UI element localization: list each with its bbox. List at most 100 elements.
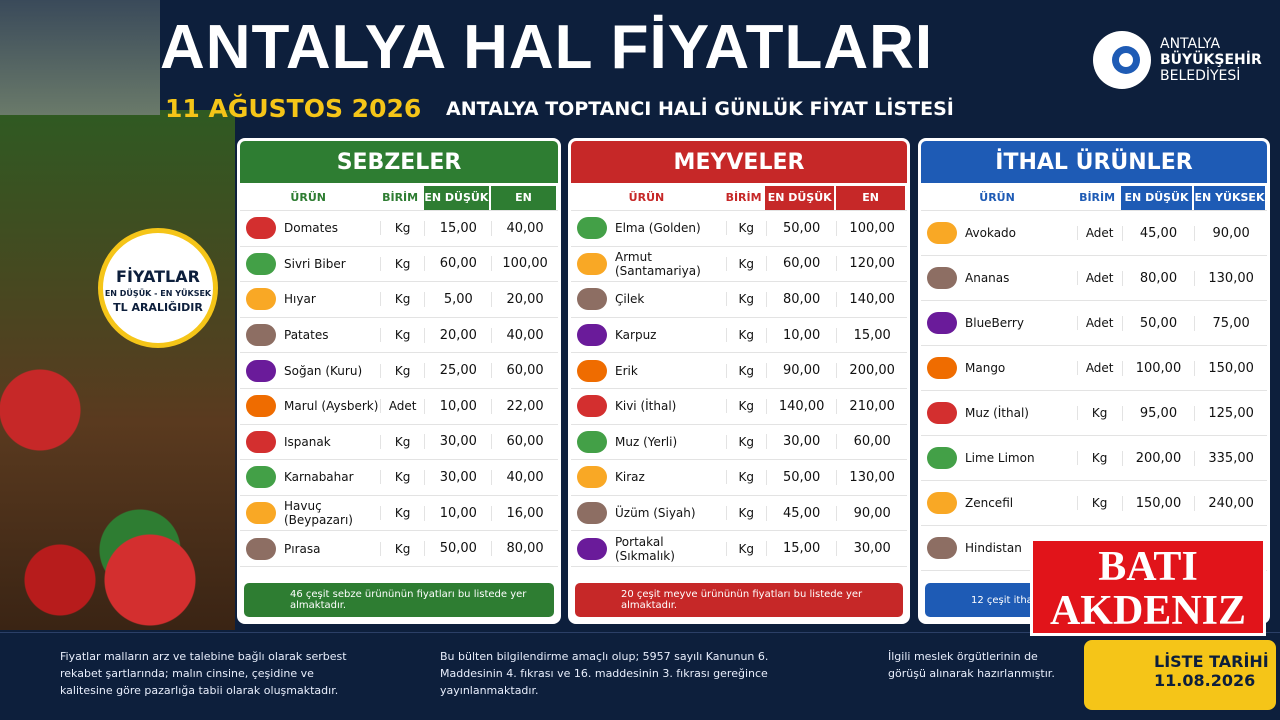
cell: 15,00 (765, 541, 837, 557)
cell: 150,00 (1121, 495, 1195, 511)
product-cell: Zencefil (921, 492, 1077, 514)
cell: 40,00 (491, 327, 558, 343)
product-cell: Karnabahar (240, 466, 380, 489)
badge: FİYATLAR EN DÜŞÜK - EN YÜKSEK TL ARALIĞI… (98, 228, 218, 348)
subtitle: ANTALYA TOPTANCI HALİ GÜNLÜK FİYAT LİSTE… (446, 98, 954, 120)
product-cell: Üzüm (Siyah) (571, 502, 726, 525)
cell: 60,00 (491, 434, 558, 450)
product-cell: Sivri Biber (240, 252, 380, 275)
cell: 90,00 (1194, 225, 1267, 241)
watermark-line: BATI (1098, 544, 1198, 590)
product-name: Karpuz (615, 328, 657, 343)
table-row: Zencefil Kg 150,00 240,00 (921, 481, 1267, 526)
product-cell: Erik (571, 359, 726, 382)
cell: Kg (725, 256, 766, 271)
cell: 90,00 (836, 505, 907, 521)
product-cell: Patates (240, 324, 380, 347)
product-name: Havuç (Beypazarı) (284, 499, 353, 528)
cell: 50,00 (765, 469, 837, 485)
product-cell: Muz (Yerli) (571, 430, 726, 453)
cell: 60,00 (765, 256, 837, 272)
product-name: Portakal (Sıkmalık) (615, 534, 675, 563)
date: 11 AĞUSTOS 2026 (165, 94, 422, 123)
table-row: Avokado Adet 45,00 90,00 (921, 211, 1267, 256)
table-row: Sivri Biber Kg 60,00 100,00 (240, 247, 558, 283)
bottom-bar (0, 632, 1280, 720)
cell: 60,00 (424, 256, 491, 272)
product-cell: Kiraz (571, 466, 726, 489)
product-cell: Mango (921, 357, 1077, 379)
column-label: EN DÜŞÜK (423, 185, 489, 210)
product-icon (927, 222, 957, 244)
cell: Kg (379, 328, 425, 343)
product-cell: Lime Limon (921, 447, 1077, 469)
logo-line: BÜYÜKŞEHİR (1160, 52, 1262, 68)
cell: Kg (379, 434, 425, 449)
column-label: EN DÜŞÜK (1121, 185, 1193, 210)
table-row: Ananas Adet 80,00 130,00 (921, 256, 1267, 301)
product-icon (577, 324, 607, 347)
product-cell: Hindistan (921, 537, 1077, 559)
product-cell: Havuç (Beypazarı) (240, 499, 380, 527)
product-name: Mango (965, 361, 1006, 375)
product-cell: Karpuz (571, 324, 726, 347)
table-row: Patates Kg 20,00 40,00 (240, 318, 558, 354)
cell: Kg (725, 328, 766, 343)
table-row: Karpuz Kg 10,00 15,00 (571, 318, 907, 354)
cell: 22,00 (491, 398, 558, 414)
cell: 90,00 (765, 363, 837, 379)
product-icon (577, 359, 607, 382)
badge-line: EN DÜŞÜK - EN YÜKSEK (104, 289, 212, 298)
product-name: Avokado (965, 226, 1016, 240)
product-icon (246, 430, 276, 453)
table-row: Muz (Yerli) Kg 30,00 60,00 (571, 425, 907, 461)
cell: Kg (725, 399, 766, 414)
column-label: BİRİM (725, 190, 762, 204)
cell: 10,00 (424, 398, 491, 414)
product-icon (246, 502, 276, 525)
product-icon (246, 395, 276, 418)
column-label: EN DÜŞÜK (765, 185, 835, 210)
table-row: Muz (İthal) Kg 95,00 125,00 (921, 391, 1267, 436)
list-date-label: LİSTE TARİHİ (1154, 652, 1269, 671)
cell: 100,00 (491, 256, 558, 272)
product-icon (246, 466, 276, 489)
product-name: Muz (Yerli) (615, 434, 678, 449)
cell: 140,00 (836, 291, 907, 307)
product-cell: Domates (240, 217, 380, 240)
cell: Kg (379, 221, 425, 236)
product-name: BlueBerry (965, 316, 1024, 330)
product-name: Elma (Golden) (615, 221, 701, 236)
table-row: Ispanak Kg 30,00 60,00 (240, 425, 558, 461)
product-icon (927, 402, 957, 424)
product-cell: Muz (İthal) (921, 402, 1077, 424)
table-row: Kiraz Kg 50,00 130,00 (571, 460, 907, 496)
product-name: Kiraz (615, 470, 645, 485)
note: Bu bülten bilgilendirme amaçlı olup; 595… (440, 650, 769, 697)
product-icon (577, 217, 607, 240)
product-cell: Avokado (921, 222, 1077, 244)
cell: 16,00 (491, 505, 558, 521)
cell: 50,00 (424, 541, 491, 557)
product-icon (246, 324, 276, 347)
product-name: Patates (284, 328, 329, 343)
product-icon (246, 217, 276, 240)
column-header: ÜRÜN BİRİM EN DÜŞÜK EN YÜKSEK (921, 185, 1267, 211)
product-icon (246, 359, 276, 382)
cell: 45,00 (765, 505, 837, 521)
column-label: ÜRÜN (979, 190, 1015, 204)
table-footer: 20 çeşit meyve ürününün fiyatları bu lis… (575, 583, 903, 617)
cell: 30,00 (424, 434, 491, 450)
cell: 80,00 (765, 291, 837, 307)
cell: 30,00 (836, 541, 907, 557)
product-name: Pırasa (284, 541, 321, 556)
product-icon (246, 537, 276, 560)
cell: Kg (725, 363, 766, 378)
product-icon (927, 447, 957, 469)
cell: 45,00 (1121, 225, 1195, 241)
logo-line: BELEDİYESİ (1160, 68, 1241, 84)
cell: Kg (379, 256, 425, 271)
cell: Kg (379, 363, 425, 378)
cell: 200,00 (1121, 450, 1195, 466)
table-row: Elma (Golden) Kg 50,00 100,00 (571, 211, 907, 247)
